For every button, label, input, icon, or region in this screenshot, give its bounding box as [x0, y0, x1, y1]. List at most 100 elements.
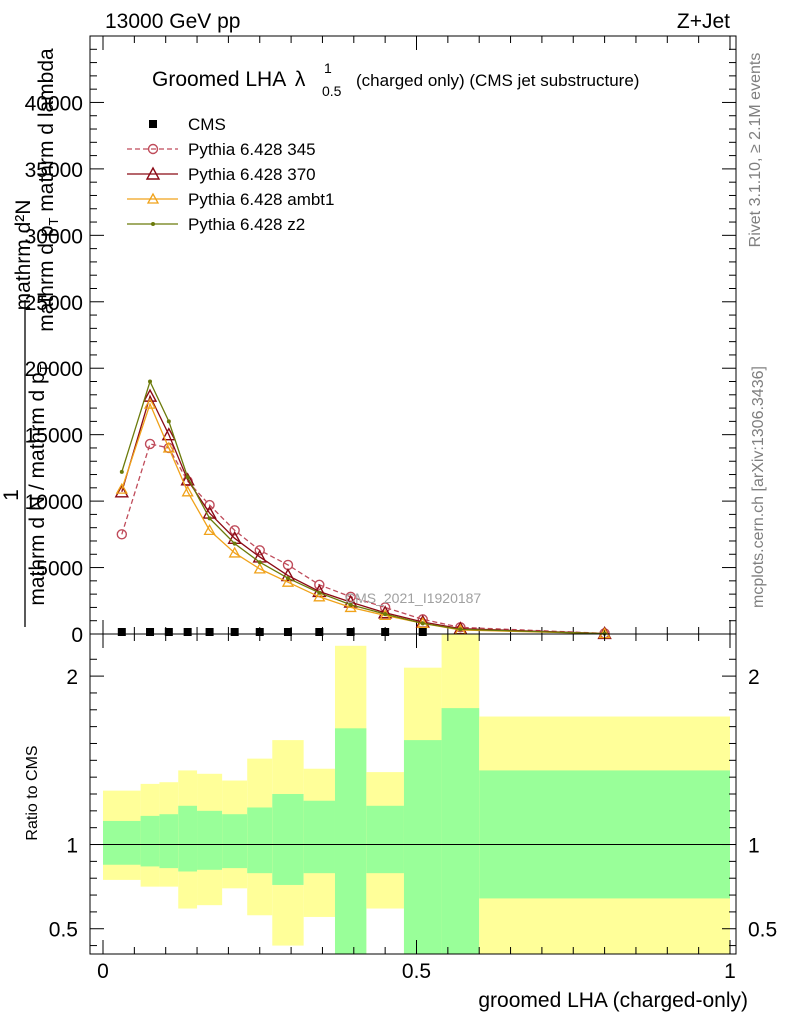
ratio-bands [103, 634, 730, 954]
data-point [255, 628, 264, 636]
data-point [315, 628, 324, 636]
legend-label: Pythia 6.428 ambt1 [188, 190, 334, 209]
data-point [115, 482, 128, 494]
data-point [253, 562, 266, 574]
title-sub: 0.5 [322, 83, 342, 99]
data-point [346, 628, 355, 636]
ratio-y-tick-label: 1 [66, 835, 78, 858]
watermark: CMS_2021_I1920187 [345, 590, 481, 606]
data-point [183, 628, 192, 636]
ratio-band-inner [159, 814, 179, 869]
data-point [317, 590, 322, 595]
series-line [121, 443, 605, 634]
legend-marker [149, 120, 157, 128]
data-point [180, 472, 195, 486]
mcplots-label: mcplots.cern.ch [arXiv:1306.3436] [750, 366, 767, 608]
y-tick-label: 0 [71, 624, 83, 647]
legend-marker [151, 222, 155, 226]
data-point [254, 545, 265, 556]
data-point [162, 441, 175, 453]
legend-marker [145, 166, 161, 180]
ratio-band-inner [366, 805, 404, 874]
series-4 [119, 379, 607, 636]
data-point [418, 628, 427, 636]
ratio-y-label: Ratio to CMS [24, 745, 41, 840]
ratio-band-inner [197, 810, 223, 870]
ratio-band-inner [272, 794, 304, 885]
rivet-label: Rivet 3.1.10, ≥ 2.1M events [747, 53, 764, 248]
main-axis-ticks [90, 36, 736, 635]
data-point [117, 628, 126, 636]
data-point [383, 612, 388, 617]
data-point [458, 627, 463, 632]
ratio-x-tick-labels: 0 0.5 1 [97, 960, 736, 983]
data-point [230, 628, 239, 636]
ylabel-top-sub: mathrm d pT mathrm d lambda [35, 48, 61, 332]
legend-marker [146, 192, 160, 204]
data-point [119, 469, 124, 474]
legend-marker [147, 143, 159, 155]
legend-label: CMS [188, 115, 226, 134]
ratio-y-tick-label: 0.5 [49, 919, 78, 942]
data-point [142, 388, 158, 402]
main-y-label: mathrm d²N mathrm d pT mathrm d lambda 1… [0, 48, 61, 627]
title-rest: (charged only) (CMS jet substructure) [356, 71, 639, 90]
y-tick-label: 30000 [25, 225, 83, 248]
svg-text:Groomed LHA λ: Groomed LHA λ [152, 68, 306, 91]
data-point [229, 525, 240, 536]
x-tick-label: 0 [97, 960, 109, 983]
data-point [228, 546, 241, 558]
ratio-band-inner [334, 728, 367, 954]
data-point [281, 575, 295, 587]
data-point [144, 438, 156, 450]
data-point [146, 628, 155, 636]
main-plot-frame [89, 35, 737, 635]
data-point [377, 605, 393, 619]
legend-entry: Pythia 6.428 345 [127, 140, 316, 159]
series-line [121, 379, 605, 635]
ratio-band-inner [441, 708, 480, 954]
data-point [348, 602, 353, 607]
y-tick-label: 40000 [25, 92, 83, 115]
ratio-y-tick-label-right: 0.5 [748, 919, 777, 942]
ylabel-top: mathrm d²N [12, 200, 35, 311]
data-point [381, 628, 390, 636]
ratio-band-inner [140, 815, 160, 867]
legend-entry: Pythia 6.428 z2 [127, 215, 305, 234]
data-point [280, 568, 296, 582]
legend-entry: Pythia 6.428 370 [127, 165, 316, 184]
series-0 [117, 628, 427, 636]
data-point [114, 484, 129, 498]
legend-label: Pythia 6.428 345 [188, 140, 316, 159]
ratio-band-inner [403, 740, 442, 954]
data-point [148, 379, 153, 384]
ratio-band-inner [479, 770, 730, 899]
main-series-group [114, 379, 612, 640]
data-point [283, 628, 292, 636]
ylabel-bottom: mathrm d N / mathrm d pT [26, 364, 52, 605]
ylabel-one: 1 [0, 489, 23, 501]
ratio-band-inner [222, 814, 248, 869]
header-left: 13000 GeV pp [105, 10, 240, 33]
data-point [185, 475, 190, 480]
ratio-y-tick-label: 2 [66, 666, 78, 689]
data-point [285, 576, 290, 581]
data-point [257, 560, 262, 565]
series-line [121, 394, 605, 635]
y-tick-label: 35000 [25, 159, 83, 182]
ratio-band-inner [103, 820, 141, 865]
x-axis-label: groomed LHA (charged-only) [478, 989, 748, 1012]
ratio-y-tick-label-right: 2 [748, 666, 760, 689]
main-y-tick-labels: 0 5000 10000 15000 20000 25000 30000 35000 40000 [25, 92, 83, 647]
legend: CMS Pythia 6.428 345 Pythia 6.428 370 Pythi… [127, 115, 334, 234]
legend-label: Pythia 6.428 370 [188, 165, 316, 184]
data-point [344, 601, 357, 613]
y-tick-label: 5000 [36, 558, 83, 581]
y-tick-label: 10000 [25, 491, 83, 514]
data-point [314, 579, 325, 591]
data-point [205, 628, 214, 636]
x-tick-label: 0.5 [402, 960, 431, 983]
plot-title: Groomed LHA λ 1 0.5 (charged only) (CMS … [152, 60, 639, 99]
data-point [164, 628, 173, 636]
